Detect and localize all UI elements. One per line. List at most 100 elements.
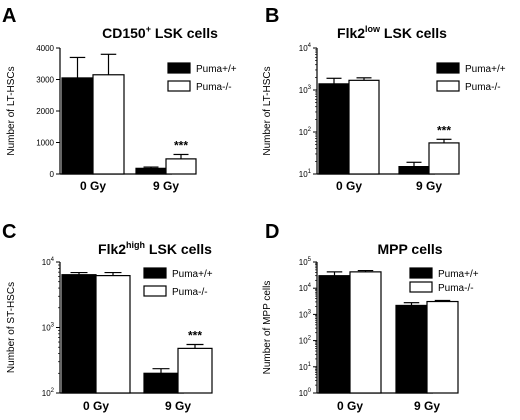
panel-d-ytick-label: 104 (299, 283, 312, 293)
panel-d-ytick-exp: 2 (308, 336, 312, 342)
panel-d-ytick-label: 102 (299, 336, 312, 346)
panel-c-ylabel: Number of ST-HSCs (6, 282, 17, 373)
panel-a-bar-9gy-ko (165, 158, 197, 175)
panel-b-ytick-exp: 2 (308, 127, 312, 133)
panel-a-legend-swatch (167, 80, 191, 92)
panel-b-significance-label: *** (437, 123, 451, 137)
panel-c-category-label: 9 Gy (165, 399, 191, 413)
panel-c-title-sup: high (126, 240, 145, 250)
panel-d-bar-9gy-ko (426, 300, 459, 394)
panel-a-title-rest: LSK cells (151, 25, 218, 41)
panel-b-ytick-exp: 3 (308, 85, 312, 91)
panel-d-ytick-label: 101 (299, 362, 312, 372)
panel-c-ytick-exp: 4 (51, 257, 55, 263)
panel-d-legend-swatch (409, 281, 433, 293)
panel-b-title-sup: low (365, 24, 381, 34)
panel-d-legend-swatch (409, 267, 433, 279)
panel-d-ytick-base: 10 (299, 337, 308, 346)
panel-d-ytick-base: 10 (299, 258, 308, 267)
panel-c-category-label: 0 Gy (83, 399, 109, 413)
panel-b-bar-0gy-ko (348, 79, 380, 175)
panel-b-legend-swatch (436, 80, 460, 92)
panel-b-letter: B (265, 5, 279, 27)
panel-c-legend-label: Puma+/+ (172, 269, 213, 280)
panel-a-category-label: 9 Gy (153, 179, 179, 193)
panel-b-legend-label: Puma+/+ (465, 64, 506, 75)
panel-b-legend-swatch (436, 62, 460, 74)
panel-c-ytick-base: 10 (42, 324, 51, 333)
panel-b-title-main: Flk2 (337, 25, 365, 41)
panel-d-ytick-base: 10 (299, 363, 308, 372)
panel-a-ytick-label: 0 (50, 170, 55, 179)
panel-d-legend-label: Puma-/- (438, 283, 474, 294)
panel-a-ylabel: Number of LT-HSCs (6, 66, 17, 155)
panel-c-title-rest: LSK cells (145, 241, 212, 257)
panel-c-ytick-label: 103 (42, 323, 55, 333)
panel-b-ytick-base: 10 (299, 86, 308, 95)
panel-a-title-sup: + (146, 24, 151, 34)
panel-d-ytick-exp: 4 (308, 283, 312, 289)
panel-a-title: CD150+ LSK cells (102, 24, 218, 41)
panel-b-legend-label: Puma-/- (465, 82, 501, 93)
panel-a-ytick-label: 4000 (36, 44, 54, 53)
panel-b-ytick-label: 103 (299, 85, 312, 95)
panel-d-ylabel: Number of MPP cells (262, 281, 273, 375)
panel-d-ytick-label: 100 (299, 388, 312, 398)
panel-c-ytick-label: 102 (42, 388, 55, 398)
panel-d-category-label: 9 Gy (414, 399, 440, 413)
panel-b-ytick-label: 102 (299, 127, 312, 137)
panel-b-category-label: 9 Gy (416, 179, 442, 193)
panel-d-ytick-exp: 3 (308, 309, 312, 315)
panel-b-ytick-exp: 4 (308, 43, 312, 49)
panel-a-ytick-label: 2000 (36, 107, 54, 116)
panel-b-title: Flk2low LSK cells (337, 24, 447, 41)
panel-d-ytick-exp: 0 (308, 388, 312, 394)
panel-c-bar-9gy-ko (177, 347, 213, 394)
panel-d-bar-0gy-ko (349, 271, 382, 394)
panel-d-ytick-label: 105 (299, 257, 312, 267)
panel-d-legend-label: Puma+/+ (438, 269, 479, 280)
panel-b-bar-9gy-ko (428, 142, 460, 175)
panel-a-ytick-label: 3000 (36, 76, 54, 85)
panel-c-legend-swatch (143, 285, 167, 297)
panel-a-title-main: CD150 (102, 25, 146, 41)
panel-b-ylabel: Number of LT-HSCs (262, 66, 273, 155)
panel-d-ytick-base: 10 (299, 310, 308, 319)
panel-d-bar-9gy-wt (395, 304, 428, 394)
panel-d-ytick-exp: 1 (308, 362, 312, 368)
panel-b-ytick-label: 101 (299, 169, 312, 179)
panel-c-title-main: Flk2 (98, 241, 126, 257)
panel-b-ytick-base: 10 (299, 44, 308, 53)
panel-a-bar-9gy-wt (135, 167, 167, 175)
panel-d-title-main: MPP cells (377, 241, 442, 257)
panel-d-bar-0gy-wt (318, 275, 351, 394)
panel-d-title: MPP cells (377, 241, 442, 257)
panel-a-legend-label: Puma-/- (196, 82, 232, 93)
panel-b-ytick-exp: 1 (308, 169, 312, 175)
panel-a-ytick-label: 1000 (36, 139, 54, 148)
panel-b-ytick-base: 10 (299, 170, 308, 179)
panel-a-category-label: 0 Gy (80, 179, 106, 193)
panel-a-legend-label: Puma+/+ (196, 64, 237, 75)
panel-d-ytick-label: 103 (299, 309, 312, 319)
panel-d-category-label: 0 Gy (337, 399, 363, 413)
panel-a-bar-0gy-wt (61, 77, 94, 175)
panel-c-significance-label: *** (188, 329, 202, 343)
panel-a-significance-label: *** (174, 138, 188, 152)
panel-c-bar-0gy-wt (61, 274, 97, 394)
panel-c-ytick-exp: 3 (51, 323, 55, 329)
panel-c-ytick-base: 10 (42, 389, 51, 398)
panel-b-ytick-label: 104 (299, 43, 312, 53)
panel-d-ytick-base: 10 (299, 389, 308, 398)
panel-c-ytick-label: 104 (42, 257, 55, 267)
panel-b-category-label: 0 Gy (336, 179, 362, 193)
panel-a-bar-0gy-ko (92, 74, 125, 175)
panel-c-legend-label: Puma-/- (172, 287, 208, 298)
panel-c-bar-0gy-ko (95, 274, 131, 394)
panel-b-ytick-base: 10 (299, 128, 308, 137)
panel-d-ytick-exp: 5 (308, 257, 312, 263)
panel-d-letter: D (265, 221, 279, 243)
